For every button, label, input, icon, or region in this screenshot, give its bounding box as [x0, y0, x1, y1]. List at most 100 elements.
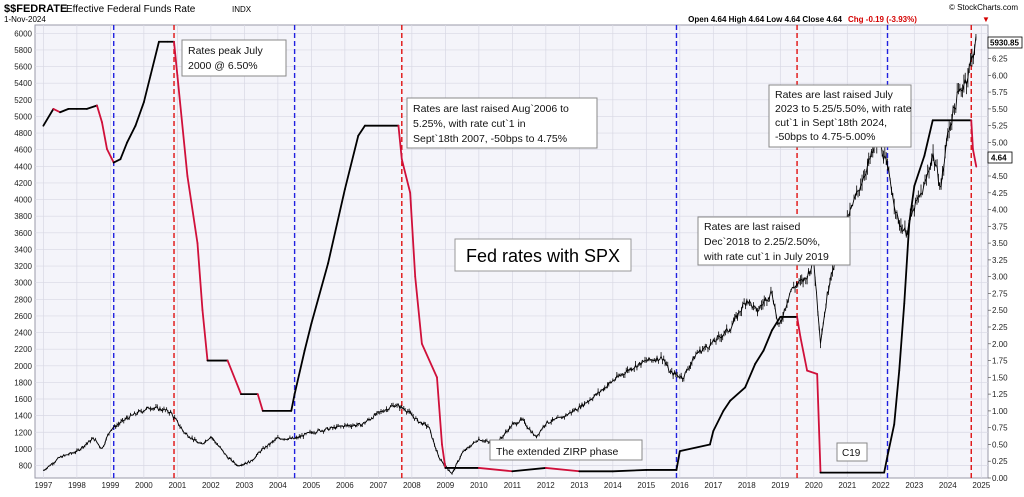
right-tick-label: 3.75	[992, 222, 1008, 231]
right-tick-label: 3.00	[992, 273, 1008, 282]
rate-segment	[712, 409, 725, 432]
rate-segment	[186, 175, 199, 245]
x-tick-label: 2009	[436, 481, 454, 490]
x-tick-label: 2015	[637, 481, 655, 490]
x-tick-label: 2010	[470, 481, 488, 490]
left-tick-label: 2000	[14, 362, 32, 371]
rate-segment	[722, 399, 731, 412]
x-tick-label: 1999	[101, 481, 119, 490]
annotation-line: Rates are last raised Aug`2006 to	[413, 103, 569, 115]
rate-segment	[96, 104, 103, 124]
rate-segment	[86, 104, 98, 110]
left-tick-label: 4200	[14, 179, 32, 188]
left-tick-label: 5200	[14, 96, 32, 105]
rate-segment	[52, 107, 62, 114]
annotation-line: 5.25%, with rate cut`1 in	[413, 118, 526, 130]
rate-last-tag: 4.64	[987, 151, 1013, 164]
right-tick-label: 2.00	[992, 340, 1008, 349]
rate-segment	[119, 141, 129, 161]
header-name: Effective Federal Funds Rate	[66, 4, 196, 15]
x-tick-label: 1997	[34, 481, 52, 490]
header-change-arrow: ▼	[982, 15, 990, 24]
left-tick-label: 1000	[14, 445, 32, 454]
left-tick-label: 3600	[14, 229, 32, 238]
rate-segment	[796, 316, 802, 338]
header-ohlc: Open 4.64 High 4.64 Low 4.64 Close 4.64	[688, 15, 842, 24]
x-tick-label: 2003	[235, 481, 253, 490]
annotation-line: Dec`2018 to 2.25/2.50%,	[704, 236, 820, 248]
x-tick-label: 2001	[168, 481, 186, 490]
spx-last-tag: 5930.85	[987, 36, 1023, 49]
left-tick-label: 5400	[14, 79, 32, 88]
right-tick-label: 0.75	[992, 424, 1008, 433]
annotation-line: C19	[842, 448, 861, 459]
rate-segment	[898, 302, 906, 372]
left-tick-label: 2800	[14, 295, 32, 304]
right-tick-label: 1.25	[992, 390, 1008, 399]
rate-segment	[908, 185, 916, 224]
annotation-line: 2000 @ 6.50%	[188, 60, 258, 72]
rate-segment	[816, 373, 822, 474]
right-tick-label: 5.25	[992, 122, 1008, 131]
rate-segment	[134, 101, 145, 127]
spx-line	[43, 36, 977, 475]
rate-segment	[903, 222, 911, 305]
rate-segment	[357, 124, 366, 137]
rate-segment	[970, 119, 974, 151]
rate-segment	[400, 158, 412, 194]
annotation-raise2006: Rates are last raised Aug`2006 to 5.25%,…	[406, 97, 598, 149]
x-tick-label: 2021	[838, 481, 856, 490]
header-ticker: $$FEDRATE	[4, 3, 67, 15]
x-tick-label: 2020	[805, 481, 823, 490]
x-tick-label: 2012	[537, 481, 555, 490]
right-tick-label: 2.50	[992, 306, 1008, 315]
x-tick-label: 2025	[972, 481, 990, 490]
x-tick-label: 2002	[202, 481, 220, 490]
rate-segment	[397, 124, 403, 161]
x-tick-label: 2017	[704, 481, 722, 490]
x-tick-label: 2022	[872, 481, 890, 490]
rate-segment	[511, 467, 547, 473]
x-tick-label: 2024	[939, 481, 957, 490]
left-tick-label: 3000	[14, 279, 32, 288]
left-tick-label: 3200	[14, 262, 32, 271]
annotation-zirp: The extended ZIRP phase	[489, 439, 643, 461]
rate-segment	[611, 469, 648, 473]
right-tick-label: 2.25	[992, 323, 1008, 332]
rate-segment	[303, 322, 313, 352]
rate-segment	[256, 393, 264, 412]
rate-segment	[678, 443, 711, 453]
rate-segment	[101, 121, 108, 151]
header-exchange: INDX	[232, 5, 252, 14]
left-tick-label: 3400	[14, 245, 32, 254]
right-tick-label: 5.50	[992, 105, 1008, 114]
rate-segment	[709, 430, 715, 446]
right-tick-label: 1.75	[992, 357, 1008, 366]
right-tick-label: 3.50	[992, 239, 1008, 248]
annotation-c19: C19	[836, 442, 868, 462]
x-tick-label: 2023	[905, 481, 923, 490]
rate-segment	[42, 107, 55, 127]
right-tick-label: 0.25	[992, 457, 1008, 466]
x-tick-label: 2011	[504, 481, 522, 490]
rate-segment	[729, 386, 747, 402]
rate-segment	[201, 309, 209, 362]
left-tick-label: 800	[19, 462, 33, 471]
rate-segment	[414, 275, 423, 345]
rate-segment	[409, 191, 417, 278]
left-tick-label: 4800	[14, 129, 32, 138]
gridlines	[35, 25, 988, 478]
rate-segment	[886, 423, 896, 457]
left-tick-label: 4400	[14, 162, 32, 171]
rate-segment	[142, 74, 152, 104]
left-tick-label: 6000	[14, 29, 32, 38]
annotation-line: 2023 to 5.25/5.50%, with rate	[775, 103, 912, 115]
right-tick-label: 4.00	[992, 206, 1008, 215]
rate-last-value: 4.64	[991, 154, 1007, 163]
rate-segment	[913, 154, 926, 187]
annotation-raise2018: Rates are last raised Dec`2018 to 2.25/2…	[697, 216, 851, 266]
rate-segment	[196, 242, 204, 312]
rate-segment	[149, 40, 160, 77]
rate-segment	[799, 336, 809, 372]
